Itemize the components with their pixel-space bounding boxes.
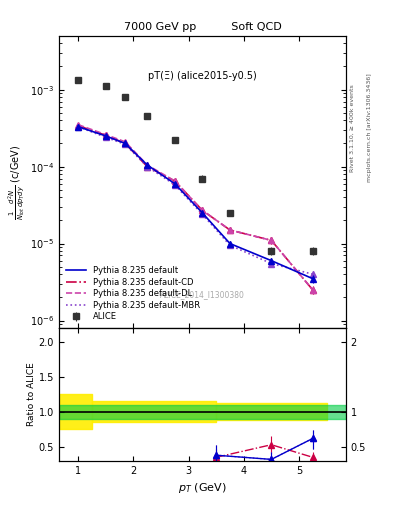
Pythia 8.235 default-CD [310, 287, 315, 293]
Pythia 8.235 default-DL [269, 238, 274, 244]
Pythia 8.235 default [228, 241, 232, 247]
Pythia 8.235 default [310, 275, 315, 282]
Pythia 8.235 default [123, 140, 127, 146]
Y-axis label: Ratio to ALICE: Ratio to ALICE [27, 362, 36, 426]
Line: Pythia 8.235 default-CD: Pythia 8.235 default-CD [78, 126, 313, 290]
Pythia 8.235 default [200, 210, 205, 216]
Line: Pythia 8.235 default-DL: Pythia 8.235 default-DL [78, 125, 313, 290]
Pythia 8.235 default [269, 258, 274, 264]
Text: Rivet 3.1.10, ≥ 400k events: Rivet 3.1.10, ≥ 400k events [350, 84, 355, 172]
Pythia 8.235 default [173, 181, 177, 187]
Pythia 8.235 default-DL [76, 122, 81, 128]
Pythia 8.235 default-CD [200, 207, 205, 214]
Y-axis label: $\frac{1}{N_{tot}} \frac{d^2N}{dp_{T}dy}$ (c/GeV): $\frac{1}{N_{tot}} \frac{d^2N}{dp_{T}dy}… [6, 144, 27, 220]
Legend: Pythia 8.235 default, Pythia 8.235 default-CD, Pythia 8.235 default-DL, Pythia 8: Pythia 8.235 default, Pythia 8.235 defau… [63, 264, 203, 324]
Pythia 8.235 default-CD [269, 238, 274, 244]
Pythia 8.235 default-CD [145, 163, 150, 169]
Pythia 8.235 default-MBR [145, 163, 150, 169]
Pythia 8.235 default-DL [200, 207, 205, 214]
Pythia 8.235 default-MBR [200, 211, 205, 218]
Text: pT(Ξ) (alice2015-y0.5): pT(Ξ) (alice2015-y0.5) [148, 71, 257, 81]
Pythia 8.235 default-CD [103, 132, 108, 138]
Pythia 8.235 default-CD [76, 123, 81, 129]
Pythia 8.235 default-DL [310, 287, 315, 293]
Pythia 8.235 default [145, 162, 150, 168]
Pythia 8.235 default-MBR [269, 261, 274, 267]
Pythia 8.235 default-DL [145, 162, 150, 168]
Pythia 8.235 default-MBR [123, 141, 127, 147]
Pythia 8.235 default-DL [103, 132, 108, 138]
Pythia 8.235 default-MBR [76, 123, 81, 130]
Text: mcplots.cern.ch [arXiv:1306.3436]: mcplots.cern.ch [arXiv:1306.3436] [367, 74, 373, 182]
Pythia 8.235 default-MBR [228, 242, 232, 248]
Pythia 8.235 default-CD [123, 140, 127, 146]
Pythia 8.235 default-DL [173, 178, 177, 184]
Pythia 8.235 default-CD [228, 227, 232, 233]
Pythia 8.235 default-MBR [310, 271, 315, 278]
Text: ALICE_2014_I1300380: ALICE_2014_I1300380 [160, 290, 245, 299]
Pythia 8.235 default-CD [173, 178, 177, 184]
Pythia 8.235 default [103, 133, 108, 139]
X-axis label: $p_T$ (GeV): $p_T$ (GeV) [178, 481, 227, 495]
Pythia 8.235 default-MBR [173, 182, 177, 188]
Title: 7000 GeV pp          Soft QCD: 7000 GeV pp Soft QCD [123, 23, 281, 32]
Pythia 8.235 default [76, 123, 81, 130]
Pythia 8.235 default-DL [228, 227, 232, 233]
Pythia 8.235 default-DL [123, 139, 127, 145]
Line: Pythia 8.235 default: Pythia 8.235 default [78, 126, 313, 279]
Line: Pythia 8.235 default-MBR: Pythia 8.235 default-MBR [78, 126, 313, 274]
Pythia 8.235 default-MBR [103, 134, 108, 140]
